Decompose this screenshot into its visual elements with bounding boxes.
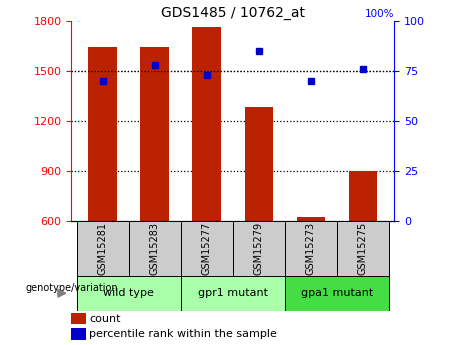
Bar	[285, 276, 389, 310]
Text: percentile rank within the sample: percentile rank within the sample	[89, 329, 277, 339]
Text: genotype/variation: genotype/variation	[25, 283, 118, 293]
Text: gpr1 mutant: gpr1 mutant	[198, 288, 268, 298]
Text: wild type: wild type	[103, 288, 154, 298]
Bar	[71, 328, 86, 340]
Text: GSM15275: GSM15275	[358, 222, 368, 275]
Text: GSM15283: GSM15283	[150, 222, 160, 275]
Bar	[89, 47, 117, 221]
Bar	[244, 107, 273, 221]
Bar	[337, 221, 389, 276]
Text: GSM15281: GSM15281	[98, 222, 108, 275]
Text: GSM15279: GSM15279	[254, 222, 264, 275]
Bar	[296, 217, 325, 221]
Bar	[129, 221, 181, 276]
Bar	[181, 276, 285, 310]
Title: GDS1485 / 10762_at: GDS1485 / 10762_at	[161, 6, 305, 20]
Bar	[77, 276, 181, 310]
Bar	[181, 221, 233, 276]
Text: GSM15277: GSM15277	[202, 222, 212, 275]
Bar	[141, 47, 169, 221]
Text: 100%: 100%	[365, 9, 394, 19]
Text: GSM15273: GSM15273	[306, 222, 316, 275]
Bar	[233, 221, 285, 276]
Bar	[193, 27, 221, 221]
Bar	[77, 221, 129, 276]
Bar	[349, 171, 377, 221]
Text: count: count	[89, 314, 120, 324]
Bar	[71, 313, 86, 324]
Bar	[285, 221, 337, 276]
Text: gpa1 mutant: gpa1 mutant	[301, 288, 373, 298]
